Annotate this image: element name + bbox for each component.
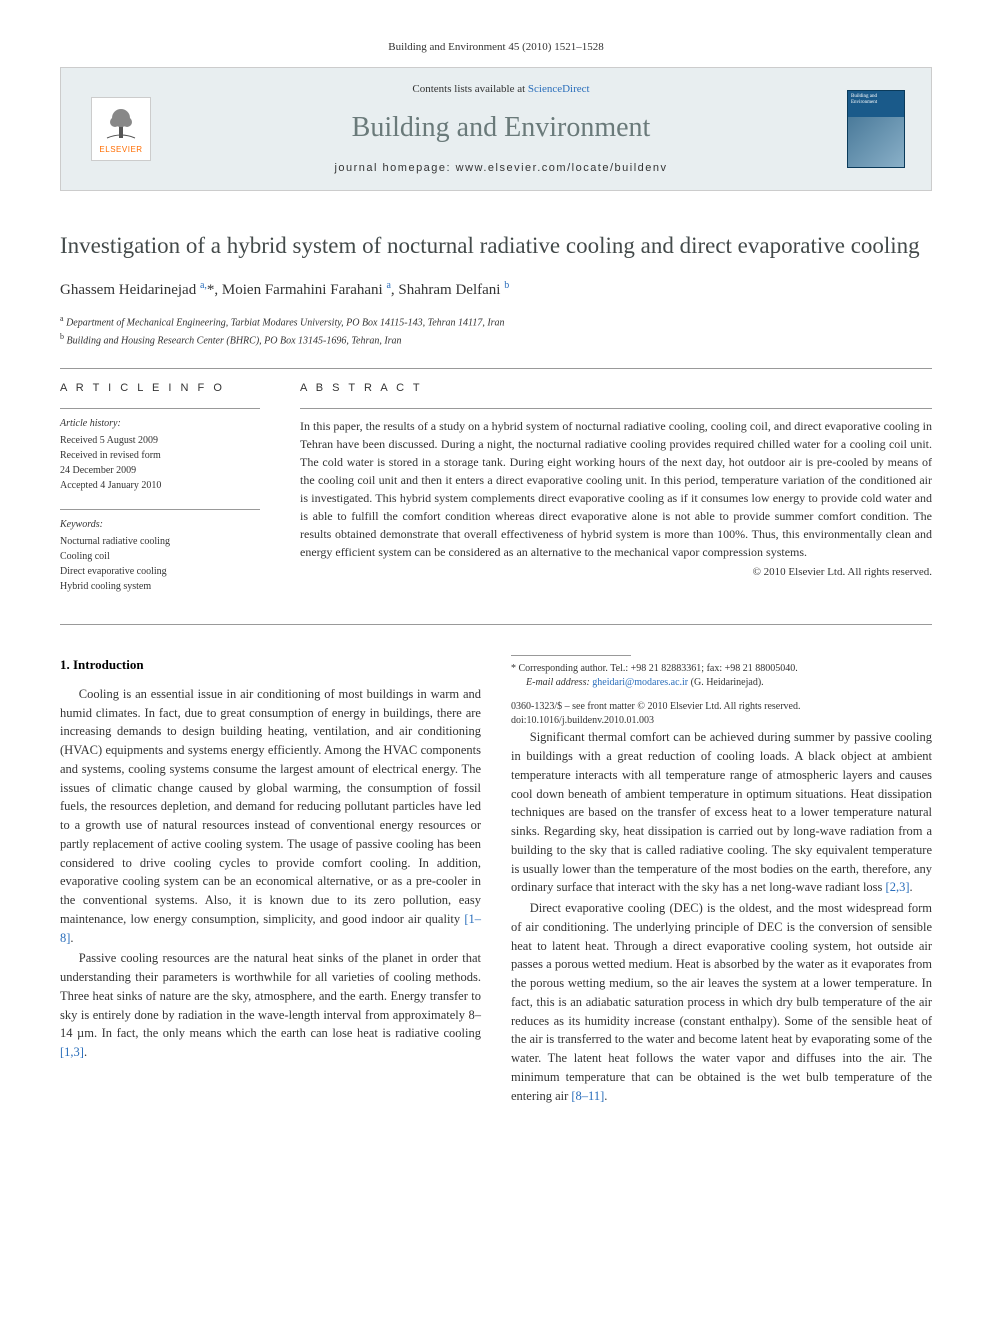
author-list: Ghassem Heidarinejad a,*, Moien Farmahin… xyxy=(60,279,932,301)
keyword-3: Hybrid cooling system xyxy=(60,579,260,594)
footnote-email-who: (G. Heidarinejad). xyxy=(691,677,764,688)
history-line-2: 24 December 2009 xyxy=(60,463,260,478)
cite-1-3[interactable]: [1,3] xyxy=(60,1045,84,1059)
intro-para-2: Passive cooling resources are the natura… xyxy=(60,949,481,1062)
intro-para-4: Direct evaporative cooling (DEC) is the … xyxy=(511,899,932,1105)
issn-doi-footer: 0360-1323/$ – see front matter © 2010 El… xyxy=(511,700,932,728)
abstract-rule xyxy=(300,408,932,409)
affiliations: a Department of Mechanical Engineering, … xyxy=(60,313,932,348)
journal-cover-area: Building and Environment xyxy=(841,90,911,168)
contents-available-line: Contents lists available at ScienceDirec… xyxy=(161,82,841,97)
journal-cover-thumbnail: Building and Environment xyxy=(847,90,905,168)
intro-para-1: Cooling is an essential issue in air con… xyxy=(60,685,481,948)
rule-above-info xyxy=(60,368,932,369)
info-abstract-row: A R T I C L E I N F O Article history: R… xyxy=(60,381,932,610)
footer-line-1: 0360-1323/$ – see front matter © 2010 El… xyxy=(511,700,932,714)
keyword-1: Cooling coil xyxy=(60,549,260,564)
cite-8-11[interactable]: [8–11] xyxy=(571,1089,604,1103)
keyword-0: Nocturnal radiative cooling xyxy=(60,534,260,549)
sciencedirect-link[interactable]: ScienceDirect xyxy=(528,83,590,95)
email-label: E-mail address: xyxy=(526,677,590,688)
body-text-columns: 1. Introduction Cooling is an essential … xyxy=(60,655,932,1109)
keywords-block: Keywords: Nocturnal radiative cooling Co… xyxy=(60,518,260,594)
footnote-corr: * Corresponding author. Tel.: +98 21 828… xyxy=(511,662,932,676)
rule-below-abstract xyxy=(60,624,932,625)
journal-name: Building and Environment xyxy=(161,108,841,147)
running-header: Building and Environment 45 (2010) 1521–… xyxy=(60,40,932,55)
article-title: Investigation of a hybrid system of noct… xyxy=(60,231,932,261)
corresponding-author-footnote: * Corresponding author. Tel.: +98 21 828… xyxy=(511,662,932,690)
footnote-rule xyxy=(511,655,631,656)
intro-para-3: Significant thermal comfort can be achie… xyxy=(511,728,932,897)
history-line-0: Received 5 August 2009 xyxy=(60,433,260,448)
article-info-heading: A R T I C L E I N F O xyxy=(60,381,260,396)
banner-center: Contents lists available at ScienceDirec… xyxy=(161,82,841,176)
cite-2-3[interactable]: [2,3] xyxy=(886,880,910,894)
history-block: Article history: Received 5 August 2009 … xyxy=(60,417,260,493)
elsevier-wordmark: ELSEVIER xyxy=(99,144,142,155)
homepage-prefix: journal homepage: xyxy=(334,162,455,174)
publisher-logo-area: ELSEVIER xyxy=(81,97,161,161)
journal-banner: ELSEVIER Contents lists available at Sci… xyxy=(60,67,932,191)
keywords-label: Keywords: xyxy=(60,518,260,532)
footnote-email-link[interactable]: gheidari@modares.ac.ir xyxy=(592,677,688,688)
abstract-column: A B S T R A C T In this paper, the resul… xyxy=(300,381,932,610)
history-line-3: Accepted 4 January 2010 xyxy=(60,478,260,493)
section-1-heading: 1. Introduction xyxy=(60,655,481,675)
footer-line-2: doi:10.1016/j.buildenv.2010.01.003 xyxy=(511,714,932,728)
abstract-copyright: © 2010 Elsevier Ltd. All rights reserved… xyxy=(300,565,932,580)
info-rule xyxy=(60,408,260,409)
elsevier-logo: ELSEVIER xyxy=(91,97,151,161)
cover-image-placeholder xyxy=(848,117,904,167)
journal-homepage-line: journal homepage: www.elsevier.com/locat… xyxy=(161,161,841,176)
abstract-heading: A B S T R A C T xyxy=(300,381,932,396)
keyword-2: Direct evaporative cooling xyxy=(60,564,260,579)
article-info-column: A R T I C L E I N F O Article history: R… xyxy=(60,381,260,610)
contents-prefix: Contents lists available at xyxy=(412,83,527,95)
abstract-text: In this paper, the results of a study on… xyxy=(300,417,932,561)
history-line-1: Received in revised form xyxy=(60,448,260,463)
elsevier-tree-icon xyxy=(101,104,141,144)
history-label: Article history: xyxy=(60,417,260,431)
cover-title-text: Building and Environment xyxy=(848,91,904,108)
homepage-url[interactable]: www.elsevier.com/locate/buildenv xyxy=(456,162,668,174)
info-rule-2 xyxy=(60,509,260,510)
